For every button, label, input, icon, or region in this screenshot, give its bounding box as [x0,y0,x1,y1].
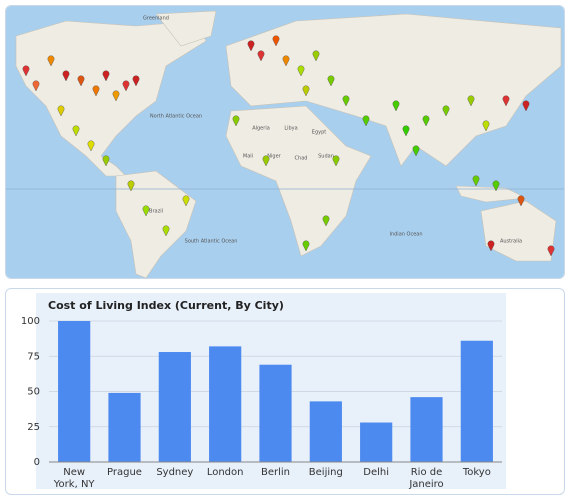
y-tick-label: 50 [27,387,40,398]
x-tick-label: Beijing [308,467,343,478]
x-tick-label: New York, NY [53,467,95,490]
y-tick-label: 100 [21,316,40,327]
map-label: Algeria [252,126,270,132]
y-tick-label: 75 [27,351,40,362]
bar [259,364,292,462]
map-pin [342,95,350,107]
map-label: Sudan [318,154,334,160]
map-label: North Atlantic Ocean [150,114,202,120]
map-pin [492,180,500,192]
map-pin [297,65,305,77]
map-pin [322,215,330,227]
map-pin [142,205,150,217]
map-pin [362,115,370,127]
map-pin [257,50,265,62]
map-pin [92,85,100,97]
y-tick-label: 25 [27,422,40,433]
map-pin [47,55,55,67]
map-pin [302,240,310,252]
map-label: Chad [295,156,308,162]
map-pin [102,70,110,82]
x-tick-label: Prague [107,467,142,478]
chart-title: Cost of Living Index (Current, By City) [48,299,284,312]
map-label: South Atlantic Ocean [185,239,238,245]
map-pin [392,100,400,112]
map-pin [272,35,280,47]
map-pin [312,50,320,62]
bar [108,392,141,462]
map-pin [62,70,70,82]
x-tick-label: Tokyo [462,467,491,478]
map-pin [487,240,495,252]
map-pin [472,175,480,187]
x-tick-label: Sydney [156,467,194,478]
map-pin [22,65,30,77]
x-tick-label: Delhi [363,467,390,478]
bar [360,422,393,462]
map-label: Greenland [143,16,169,22]
map-pin [132,75,140,87]
map-pin [32,80,40,92]
bar [410,397,443,462]
map-pin [422,115,430,127]
y-tick-label: 0 [34,457,40,468]
map-pin [87,140,95,152]
map-pin [72,125,80,137]
australia [480,200,557,262]
map-pin [402,125,410,137]
map-pin [332,155,340,167]
map: Greenland North Atlantic Ocean South Atlan… [6,6,564,278]
bar [58,321,91,462]
map-pin [232,115,240,127]
x-tick-label: London [206,467,244,478]
chart-panel: Cost of Living Index (Current, By City) … [5,288,565,495]
map-label: Libya [284,126,297,132]
eurasia [225,13,562,167]
map-pin [262,155,270,167]
bar [209,346,242,462]
map-pin [247,40,255,52]
map-pin [112,90,120,102]
map-pin [57,105,65,117]
map-pin [547,245,555,257]
chart: Cost of Living Index (Current, By City) … [21,293,506,489]
map-pin [327,75,335,87]
map-label: Brazil [149,209,163,215]
map-label: Mali [243,154,253,160]
map-pin [502,95,510,107]
map-pin [127,180,135,192]
map-pin [102,155,110,167]
x-tick-label: Rio de Janeiro [409,467,444,490]
map-pin [482,120,490,132]
map-pin [162,225,170,237]
map-pin [302,85,310,97]
map-label: Egypt [312,130,326,136]
map-pin [442,105,450,117]
map-pin [77,75,85,87]
south-america [115,170,197,278]
map-pin [412,145,420,157]
map-label: Niger [267,154,281,160]
map-pin [522,100,530,112]
map-pin [282,55,290,67]
map-pin [182,195,190,207]
bar [158,352,191,462]
greenland [155,10,217,47]
x-tick-label: Berlin [260,467,291,478]
map-pin [467,95,475,107]
bar [460,340,493,462]
africa [225,105,372,257]
bar [309,401,342,462]
map-pin [122,80,130,92]
map-panel: Greenland North Atlantic Ocean South Atlan… [5,5,565,279]
map-label: Australia [500,239,522,245]
map-label: Indian Ocean [389,232,422,238]
map-pin [517,195,525,207]
